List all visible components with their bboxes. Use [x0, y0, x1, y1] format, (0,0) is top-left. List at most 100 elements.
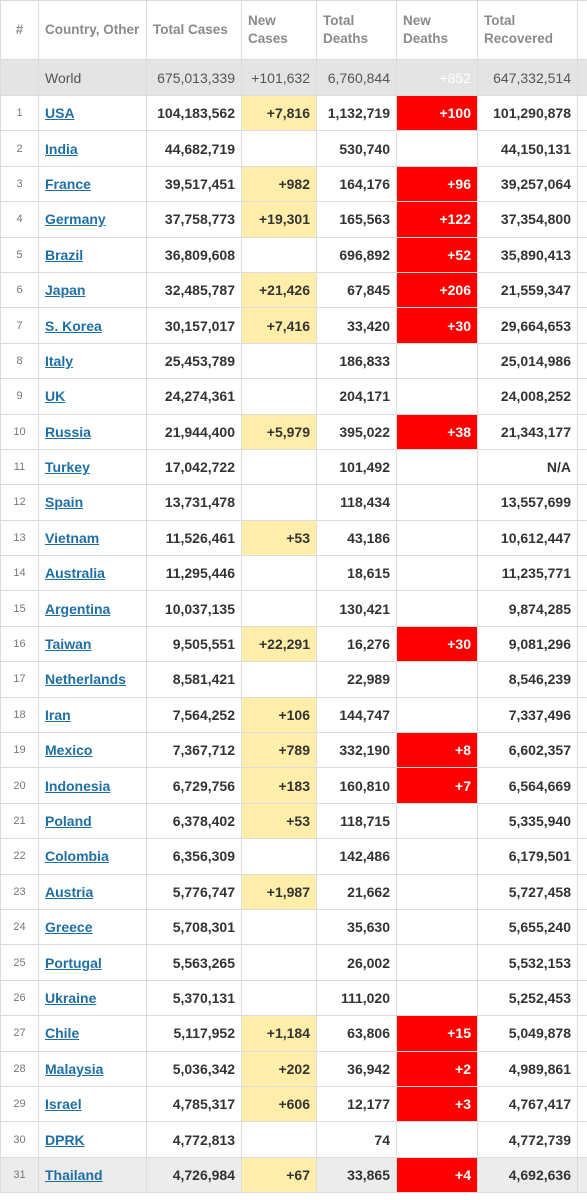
rank-cell: 22	[0, 838, 39, 875]
country-link[interactable]: Vietnam	[45, 529, 100, 546]
country-link[interactable]: Malaysia	[45, 1060, 104, 1077]
country-link[interactable]: Poland	[45, 813, 92, 829]
country-row: 2 India 44,682,719 530,740 44,150,131	[0, 130, 587, 167]
total-recovered-cell: 4,989,861	[477, 1050, 578, 1087]
header-cell[interactable]: #	[0, 0, 39, 60]
country-link[interactable]: Iran	[45, 706, 71, 723]
total-recovered-cell: 39,257,064	[477, 165, 578, 203]
rank-cell: 5	[0, 236, 39, 273]
country-cell: France	[38, 165, 147, 203]
country-cell: Spain	[38, 484, 147, 521]
total-cases-cell: 5,708,301	[146, 908, 242, 946]
new-deaths-cell	[396, 590, 478, 627]
country-link[interactable]: Taiwan	[45, 636, 92, 653]
new-cases-cell	[241, 378, 317, 415]
country-link[interactable]: Colombia	[45, 848, 109, 865]
total-cases-cell: 37,758,773	[146, 201, 242, 238]
country-link[interactable]: Russia	[45, 423, 91, 440]
country-row: 11 Turkey 17,042,722 101,492 N/A	[0, 448, 587, 486]
country-cell: Vietnam	[38, 519, 147, 557]
new-deaths-cell	[396, 342, 478, 380]
country-row: 27 Chile 5,117,952 +1,184 63,806 +15 5,049,878	[0, 1015, 587, 1052]
header-cell[interactable]: New Cases	[241, 0, 317, 60]
total-deaths-cell: 130,421	[316, 590, 397, 627]
country-row: 30 DPRK 4,772,813 74 4,772,739	[0, 1121, 587, 1158]
extra-cell	[577, 94, 587, 132]
country-cell: Iran	[38, 696, 147, 734]
new-deaths-cell	[396, 555, 478, 592]
total-cases-cell: 7,367,712	[146, 732, 242, 769]
country-cell: Netherlands	[38, 661, 147, 698]
country-cell: Russia	[38, 413, 147, 450]
new-deaths-cell: +30	[396, 625, 478, 663]
country-link[interactable]: Germany	[45, 211, 106, 228]
header-cell[interactable]: Total Cases	[146, 0, 242, 60]
new-deaths-cell	[396, 661, 478, 698]
extra-cell	[577, 767, 587, 804]
total-recovered-cell: 44,150,131	[477, 130, 578, 167]
total-cases-cell: 675,013,339	[146, 59, 242, 96]
extra-cell	[577, 979, 587, 1017]
country-link[interactable]: USA	[45, 105, 75, 122]
country-cell: Ukraine	[38, 979, 147, 1017]
extra-cell	[577, 838, 587, 875]
country-link[interactable]: Brazil	[45, 246, 84, 263]
total-cases-cell: 44,682,719	[146, 130, 242, 167]
country-link[interactable]: Australia	[45, 565, 105, 582]
country-cell: Austria	[38, 873, 147, 910]
total-recovered-cell: 25,014,986	[477, 342, 578, 380]
country-link[interactable]: Italy	[45, 352, 74, 369]
country-row: 22 Colombia 6,356,309 142,486 6,179,501	[0, 838, 587, 875]
country-row: 19 Mexico 7,367,712 +789 332,190 +8 6,602,357	[0, 732, 587, 769]
total-recovered-cell: 5,532,153	[477, 944, 578, 981]
total-deaths-cell: 21,662	[316, 873, 397, 910]
rank-cell: 27	[0, 1015, 39, 1052]
rank-cell: 9	[0, 378, 39, 415]
total-deaths-cell: 111,020	[316, 979, 397, 1017]
country-link[interactable]: Mexico	[45, 742, 93, 759]
header-cell[interactable]: New Deaths	[396, 0, 478, 60]
header-cell[interactable]: Total Recovered	[477, 0, 578, 60]
total-cases-cell: 24,274,361	[146, 378, 242, 415]
country-link[interactable]: Austria	[45, 883, 94, 900]
country-cell: DPRK	[38, 1121, 147, 1158]
country-row: 12 Spain 13,731,478 118,434 13,557,699	[0, 484, 587, 521]
new-cases-cell	[241, 590, 317, 627]
extra-cell	[577, 1156, 587, 1194]
new-cases-cell: +21,426	[241, 271, 317, 309]
rank-cell: 10	[0, 413, 39, 450]
header-cell[interactable]: Country, Other	[38, 0, 147, 60]
country-cell: S. Korea	[38, 307, 147, 344]
new-cases-cell	[241, 130, 317, 167]
country-link[interactable]: Indonesia	[45, 777, 111, 794]
new-deaths-cell: +30	[396, 307, 478, 344]
country-row: 20 Indonesia 6,729,756 +183 160,810 +7 6,564,6…	[0, 767, 587, 804]
country-link[interactable]: UK	[45, 388, 66, 405]
country-link[interactable]: Japan	[45, 282, 86, 299]
country-link[interactable]: S. Korea	[45, 317, 102, 334]
country-link[interactable]: Turkey	[45, 459, 90, 476]
total-cases-cell: 5,776,747	[146, 873, 242, 910]
country-link[interactable]: Greece	[45, 919, 93, 936]
country-link[interactable]: France	[45, 175, 91, 192]
total-cases-cell: 11,295,446	[146, 555, 242, 592]
country-link[interactable]: Ukraine	[45, 989, 97, 1006]
country-link[interactable]: Chile	[45, 1025, 80, 1042]
country-link[interactable]: Portugal	[45, 954, 102, 971]
country-link[interactable]: Argentina	[45, 600, 111, 617]
country-link[interactable]: Netherlands	[45, 671, 126, 688]
country-link[interactable]: DPRK	[45, 1131, 85, 1148]
new-cases-cell	[241, 484, 317, 521]
new-deaths-cell	[396, 908, 478, 946]
country-link[interactable]: Thailand	[45, 1166, 103, 1183]
country-cell: Italy	[38, 342, 147, 380]
total-deaths-cell: 63,806	[316, 1015, 397, 1052]
country-cell: Poland	[38, 802, 147, 840]
header-cell[interactable]: Total Deaths	[316, 0, 397, 60]
country-cell: Malaysia	[38, 1050, 147, 1087]
country-link[interactable]: Spain	[45, 494, 84, 511]
rank-cell: 12	[0, 484, 39, 521]
country-link[interactable]: India	[45, 140, 78, 157]
country-link[interactable]: Israel	[45, 1096, 82, 1113]
new-deaths-cell: +100	[396, 94, 478, 132]
